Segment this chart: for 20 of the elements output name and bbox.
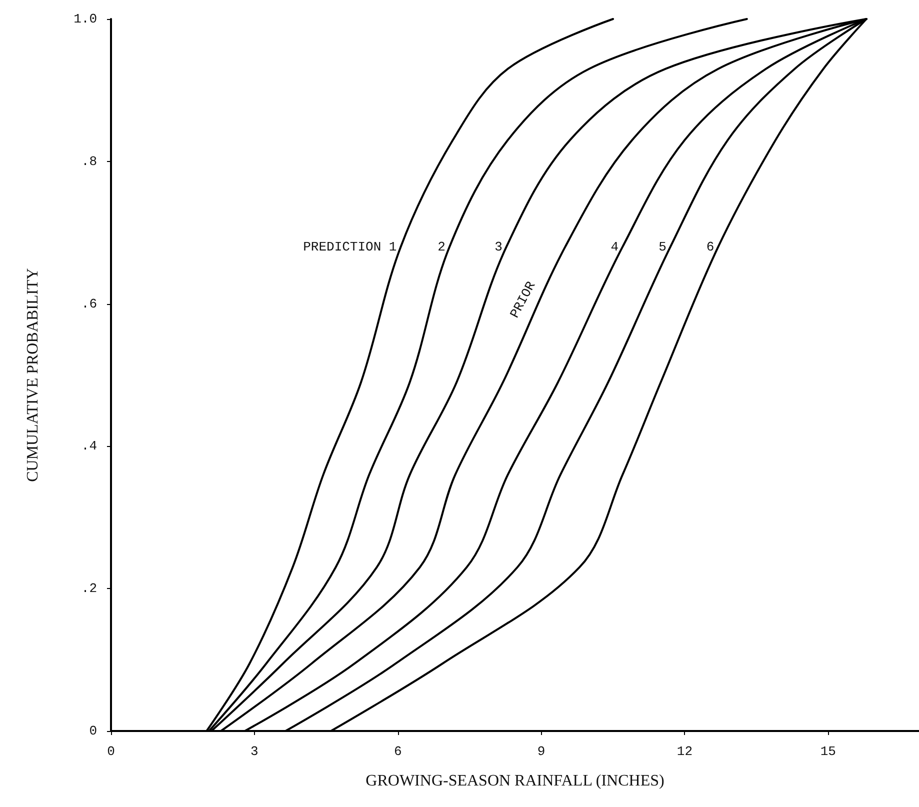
annotation: 4 [610,239,619,254]
y-tick-label: .6 [81,296,97,312]
x-tick-label: 9 [537,744,546,759]
y-tick-label: .8 [81,154,97,169]
y-tick-label: 1.0 [74,12,97,26]
x-axis-title: GROWING-SEASON RAINFALL (INCHES) [366,772,664,790]
annotation: 2 [438,239,446,254]
x-tick-label: 12 [676,744,693,759]
annotation: PREDICTION 1 [303,239,397,254]
y-tick-label: 0 [89,724,97,738]
x-tick-label: 6 [394,744,402,759]
y-tick-label: .2 [81,581,97,596]
x-tick-label: 15 [820,744,836,759]
y-axis-title: CUMULATIVE PROBABILITY [24,268,42,482]
x-tick-label: 0 [107,744,115,759]
x-tick-label: 3 [250,744,258,759]
annotation: 3 [494,239,502,254]
annotation: 6 [706,239,714,254]
annotation: 5 [658,239,666,254]
y-tick-label: .4 [81,438,98,454]
